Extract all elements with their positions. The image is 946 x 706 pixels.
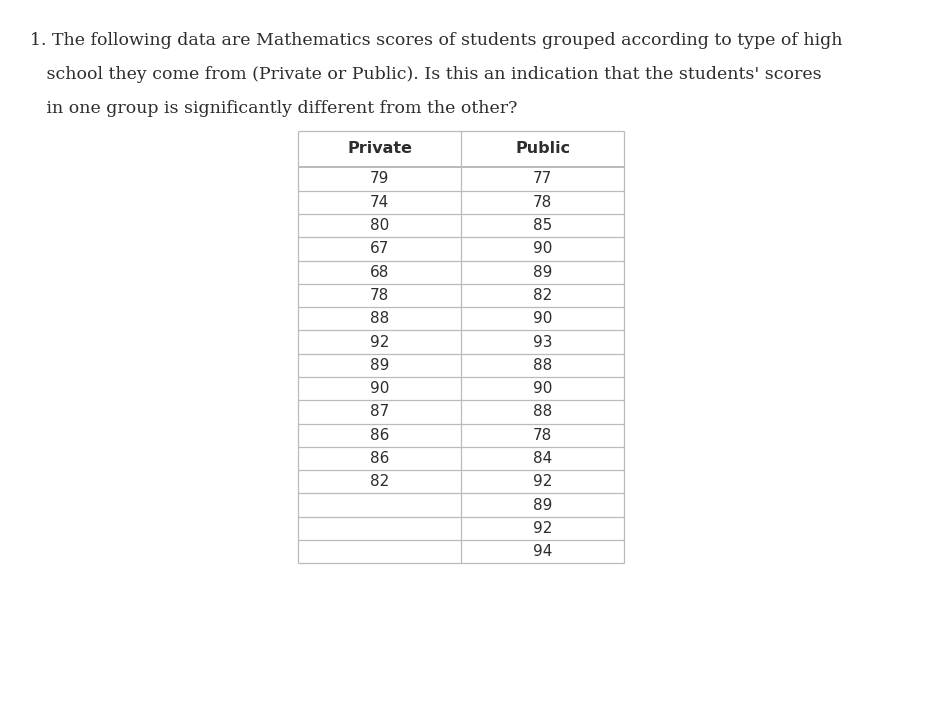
Text: 90: 90 — [370, 381, 389, 396]
Text: 89: 89 — [534, 498, 552, 513]
Text: 74: 74 — [370, 195, 389, 210]
Text: 77: 77 — [534, 172, 552, 186]
Text: 92: 92 — [534, 474, 552, 489]
Text: 92: 92 — [534, 521, 552, 536]
Text: 93: 93 — [533, 335, 552, 349]
Text: 78: 78 — [370, 288, 389, 303]
Text: 86: 86 — [370, 451, 389, 466]
Text: 84: 84 — [534, 451, 552, 466]
Text: 88: 88 — [370, 311, 389, 326]
Text: 90: 90 — [534, 241, 552, 256]
Text: 90: 90 — [534, 381, 552, 396]
Text: 87: 87 — [370, 405, 389, 419]
Text: 78: 78 — [534, 428, 552, 443]
Text: 82: 82 — [534, 288, 552, 303]
Text: Private: Private — [347, 141, 412, 157]
Text: 89: 89 — [534, 265, 552, 280]
Text: 85: 85 — [534, 218, 552, 233]
Text: 92: 92 — [370, 335, 389, 349]
Text: in one group is significantly different from the other?: in one group is significantly different … — [30, 100, 517, 116]
Text: Public: Public — [516, 141, 570, 157]
Text: 82: 82 — [370, 474, 389, 489]
Text: 86: 86 — [370, 428, 389, 443]
Text: 78: 78 — [534, 195, 552, 210]
Text: school they come from (Private or Public). Is this an indication that the studen: school they come from (Private or Public… — [30, 66, 822, 83]
Text: 89: 89 — [370, 358, 389, 373]
Text: 94: 94 — [534, 544, 552, 559]
Text: 88: 88 — [534, 358, 552, 373]
Text: 90: 90 — [534, 311, 552, 326]
Text: 88: 88 — [534, 405, 552, 419]
Text: 79: 79 — [370, 172, 389, 186]
Text: 1. The following data are Mathematics scores of students grouped according to ty: 1. The following data are Mathematics sc… — [30, 32, 843, 49]
Text: 67: 67 — [370, 241, 389, 256]
Text: 80: 80 — [370, 218, 389, 233]
Text: 68: 68 — [370, 265, 389, 280]
